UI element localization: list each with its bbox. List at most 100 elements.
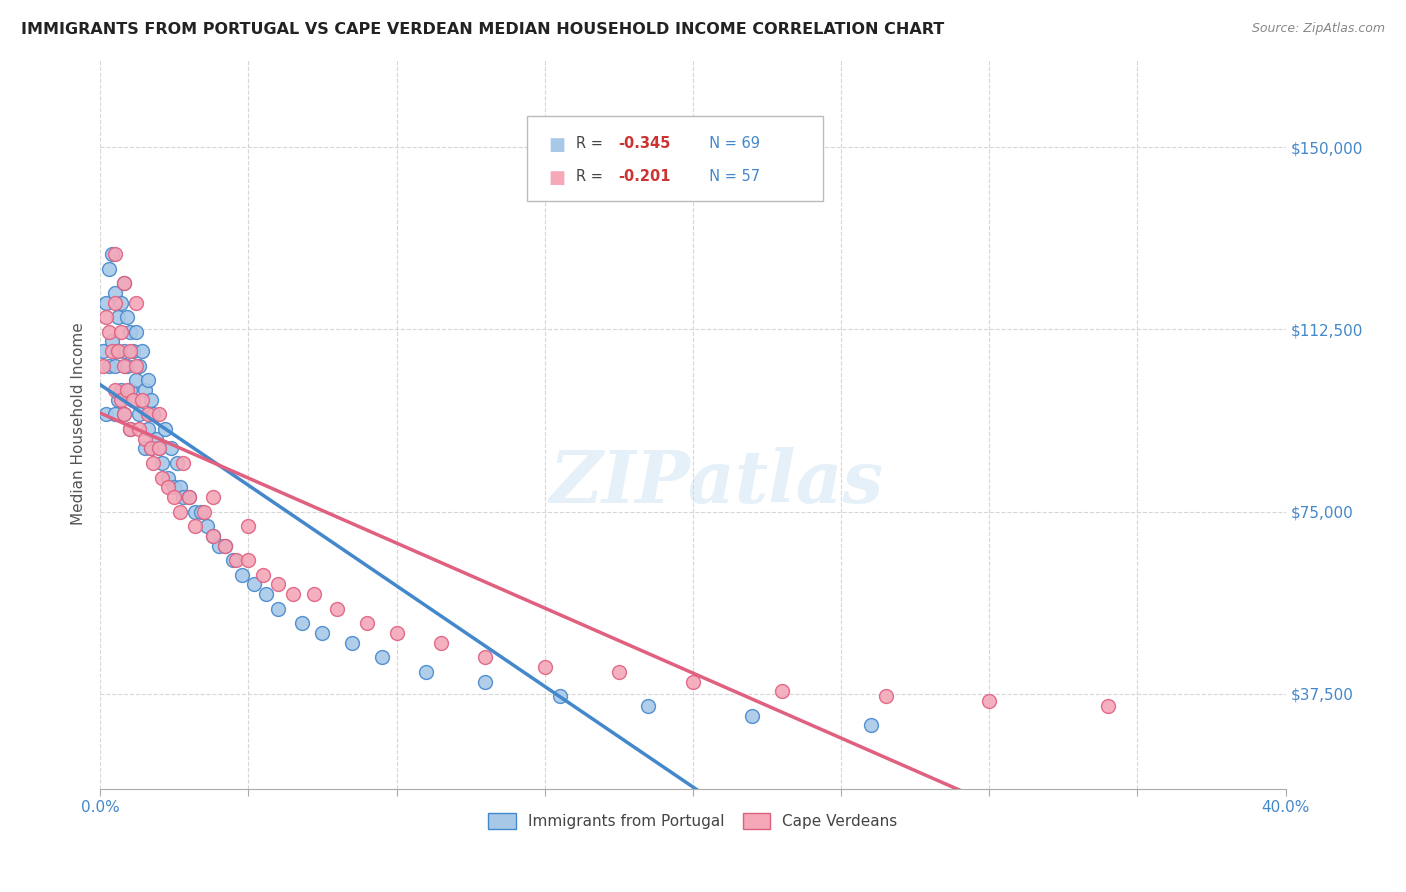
Point <box>125 325 148 339</box>
Point <box>104 295 127 310</box>
Point <box>172 456 194 470</box>
Point <box>157 480 180 494</box>
Point <box>169 504 191 518</box>
Point <box>101 247 124 261</box>
Point <box>104 285 127 300</box>
Point <box>134 432 156 446</box>
Point <box>859 718 882 732</box>
Point <box>637 698 659 713</box>
Text: ■: ■ <box>548 169 565 187</box>
Text: N = 57: N = 57 <box>700 169 761 185</box>
Point <box>110 392 132 407</box>
Legend: Immigrants from Portugal, Cape Verdeans: Immigrants from Portugal, Cape Verdeans <box>482 807 904 836</box>
Point <box>214 539 236 553</box>
Point <box>201 529 224 543</box>
Point <box>104 383 127 397</box>
Point <box>148 442 170 456</box>
Point <box>115 359 138 373</box>
Point <box>128 408 150 422</box>
Point <box>110 325 132 339</box>
Point <box>107 310 129 325</box>
Point <box>238 519 260 533</box>
Point <box>195 519 218 533</box>
Point <box>104 359 127 373</box>
Point <box>415 665 437 679</box>
Point <box>430 636 453 650</box>
Text: -0.345: -0.345 <box>619 136 671 152</box>
Point <box>134 383 156 397</box>
Point <box>148 442 170 456</box>
Point <box>163 490 186 504</box>
Point <box>91 344 114 359</box>
Point <box>91 359 114 373</box>
Point <box>104 247 127 261</box>
Text: R =: R = <box>576 169 607 185</box>
Point <box>139 442 162 456</box>
Point <box>231 567 253 582</box>
Point <box>770 684 793 698</box>
Point <box>110 295 132 310</box>
Point <box>201 490 224 504</box>
Point <box>177 490 200 504</box>
Point <box>201 529 224 543</box>
Point <box>184 504 207 518</box>
Text: R =: R = <box>576 136 607 152</box>
Point <box>254 587 277 601</box>
Point <box>1097 698 1119 713</box>
Point <box>128 359 150 373</box>
Point <box>150 456 173 470</box>
Point <box>222 553 245 567</box>
Point <box>243 577 266 591</box>
Point <box>148 408 170 422</box>
Point <box>98 261 121 276</box>
Point <box>125 373 148 387</box>
Point <box>121 392 143 407</box>
Point <box>356 616 378 631</box>
Point <box>741 708 763 723</box>
Point <box>302 587 325 601</box>
Point <box>139 392 162 407</box>
Point <box>110 383 132 397</box>
Point <box>115 383 138 397</box>
Point <box>370 650 392 665</box>
Point <box>136 408 159 422</box>
Point <box>548 689 571 703</box>
Point <box>193 504 215 518</box>
Point <box>208 539 231 553</box>
Point <box>172 490 194 504</box>
Text: IMMIGRANTS FROM PORTUGAL VS CAPE VERDEAN MEDIAN HOUSEHOLD INCOME CORRELATION CHA: IMMIGRANTS FROM PORTUGAL VS CAPE VERDEAN… <box>21 22 945 37</box>
Point <box>118 325 141 339</box>
Point <box>136 373 159 387</box>
Point <box>107 344 129 359</box>
Point <box>157 470 180 484</box>
Point <box>267 577 290 591</box>
Point <box>112 408 135 422</box>
Point <box>875 689 897 703</box>
Text: ■: ■ <box>548 136 565 154</box>
Point <box>142 408 165 422</box>
Point <box>190 504 212 518</box>
Point <box>155 422 177 436</box>
Point <box>474 650 496 665</box>
Point <box>150 470 173 484</box>
Point <box>107 344 129 359</box>
Point <box>136 422 159 436</box>
Point <box>291 616 314 631</box>
Point <box>118 422 141 436</box>
Point <box>533 660 555 674</box>
Point <box>112 276 135 290</box>
Point <box>134 442 156 456</box>
Point <box>98 325 121 339</box>
Point <box>252 567 274 582</box>
Point <box>145 432 167 446</box>
Point <box>107 392 129 407</box>
Point <box>267 601 290 615</box>
Point <box>112 359 135 373</box>
Point <box>112 408 135 422</box>
Text: Source: ZipAtlas.com: Source: ZipAtlas.com <box>1251 22 1385 36</box>
Point <box>311 626 333 640</box>
Point <box>118 422 141 436</box>
Point <box>160 442 183 456</box>
Point <box>607 665 630 679</box>
Point <box>94 310 117 325</box>
